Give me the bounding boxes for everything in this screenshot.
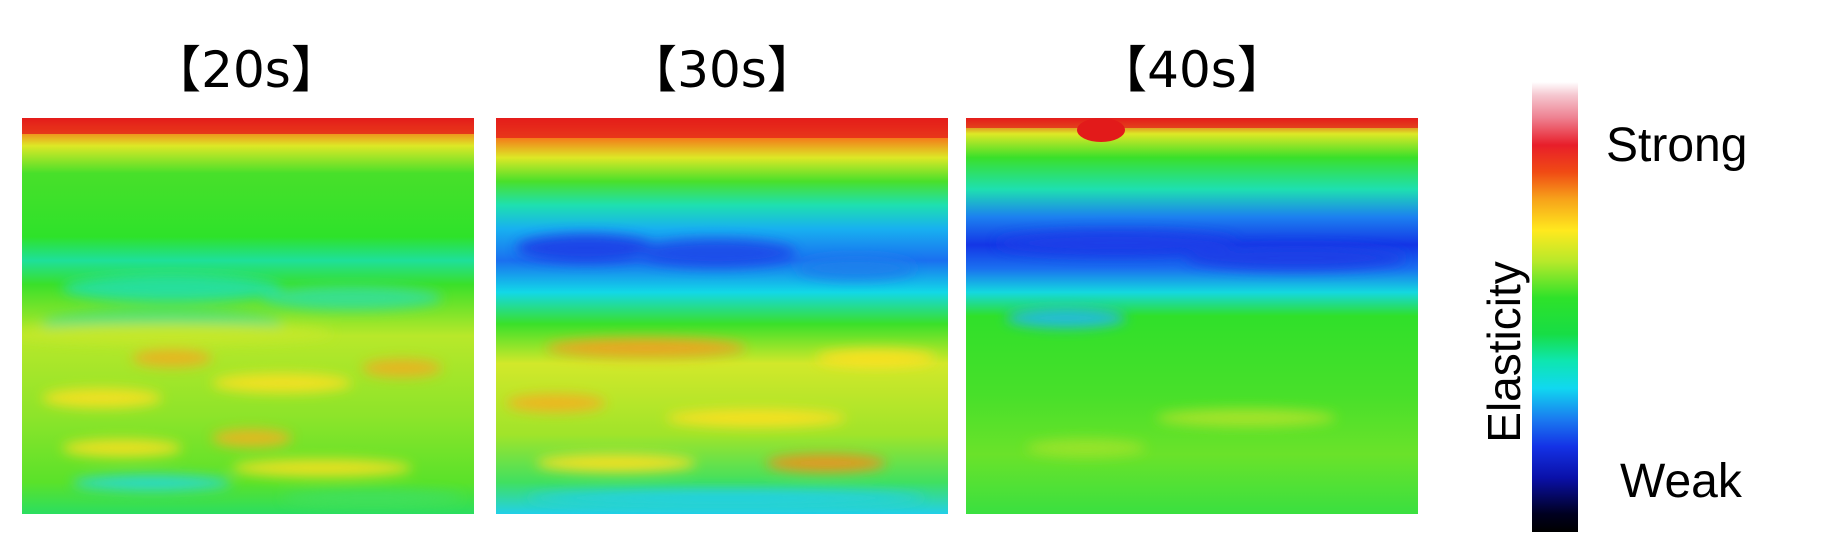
elasticity-colorbar bbox=[1532, 82, 1578, 532]
panel-title-20s: 【20s】 bbox=[151, 41, 341, 99]
colorbar-strong-label: Strong bbox=[1606, 119, 1748, 172]
colorbar-weak-label: Weak bbox=[1620, 455, 1742, 508]
elasticity-map-40s bbox=[966, 118, 1418, 514]
panel-title-30s: 【30s】 bbox=[627, 41, 817, 99]
panel-title-40s: 【40s】 bbox=[1097, 41, 1287, 99]
colorbar-axis-label: Elasticity bbox=[1478, 261, 1530, 443]
elasticity-map-20s bbox=[22, 118, 474, 514]
elasticity-map-30s bbox=[496, 118, 948, 514]
